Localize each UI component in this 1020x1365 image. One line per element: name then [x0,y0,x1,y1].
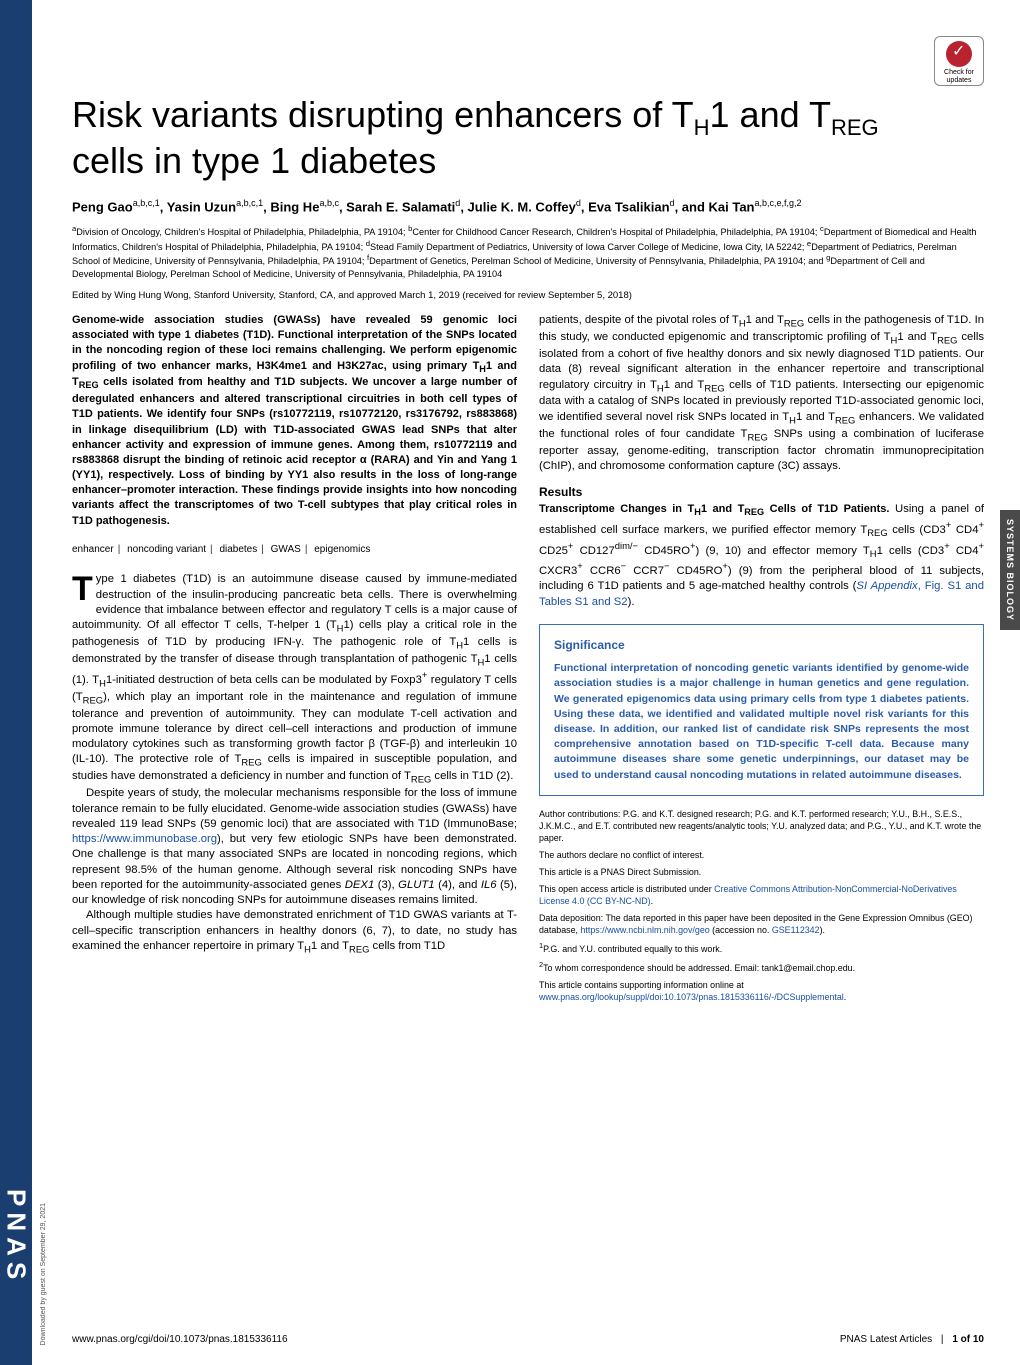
intro-p1-text: ype 1 diabetes (T1D) is an autoimmune di… [72,573,517,782]
intro-continued: patients, despite of the pivotal roles o… [539,313,984,474]
page-footer: www.pnas.org/cgi/doi/10.1073/pnas.181533… [72,1328,984,1345]
check-updates-badge[interactable]: Check for updates [934,36,984,86]
left-column: Genome-wide association studies (GWASs) … [72,313,517,1008]
kw: GWAS [271,544,301,555]
intro-text: Type 1 diabetes (T1D) is an autoimmune d… [72,572,517,956]
results-p1: Transcriptome Changes in TH1 and TREG Ce… [539,502,984,610]
page-content: Check for updates Risk variants disrupti… [72,36,984,1345]
footer-doi: www.pnas.org/cgi/doi/10.1073/pnas.181533… [72,1334,288,1345]
check-updates-line2: updates [947,77,972,84]
edited-line: Edited by Wing Hung Wong, Stanford Unive… [72,290,984,301]
results-heading: Results [539,484,984,500]
keywords: enhancer| noncoding variant| diabetes| G… [72,543,517,557]
dropcap: T [72,572,96,603]
note: This open access article is distributed … [539,883,984,907]
note: The authors declare no conflict of inter… [539,849,984,861]
note: Data deposition: The data reported in th… [539,912,984,936]
significance-box: Significance Functional interpretation o… [539,624,984,796]
authors: Peng Gaoa,b,c,1, Yasin Uzuna,b,c,1, Bing… [72,198,984,214]
section-tag: SYSTEMS BIOLOGY [1000,510,1020,630]
significance-title: Significance [554,637,969,653]
note: This article contains supporting informa… [539,979,984,1003]
download-note: Downloaded by guest on September 29, 202… [40,1203,47,1345]
abstract: Genome-wide association studies (GWASs) … [72,313,517,529]
note: This article is a PNAS Direct Submission… [539,866,984,878]
kw: epigenomics [314,544,370,555]
check-updates-line1: Check for [944,69,974,76]
note: Author contributions: P.G. and K.T. desi… [539,808,984,844]
article-title: Risk variants disrupting enhancers of TH… [72,94,984,182]
footer-label: PNAS Latest Articles [840,1334,932,1345]
right-column: patients, despite of the pivotal roles o… [539,313,984,1008]
kw: noncoding variant [127,544,206,555]
affiliations: aDivision of Oncology, Children's Hospit… [72,224,984,280]
pnas-spine: PNAS [0,0,32,1365]
intro-p1: Type 1 diabetes (T1D) is an autoimmune d… [72,572,517,786]
results-text: Transcriptome Changes in TH1 and TREG Ce… [539,502,984,610]
intro-right-p: patients, despite of the pivotal roles o… [539,313,984,474]
intro-p2: Despite years of study, the molecular me… [72,786,517,908]
two-column-body: Genome-wide association studies (GWASs) … [72,313,984,1008]
note: 1P.G. and Y.U. contributed equally to th… [539,941,984,955]
note: 2To whom correspondence should be addres… [539,960,984,974]
intro-p3: Although multiple studies have demonstra… [72,908,517,955]
footer-right: PNAS Latest Articles | 1 of 10 [840,1334,984,1345]
significance-body: Functional interpretation of noncoding g… [554,661,969,783]
spine-text: PNAS [1,1189,32,1285]
footer-page: 1 of 10 [952,1334,984,1345]
check-icon [946,41,972,67]
footnotes: Author contributions: P.G. and K.T. desi… [539,808,984,1003]
kw: diabetes [219,544,257,555]
kw: enhancer [72,544,114,555]
